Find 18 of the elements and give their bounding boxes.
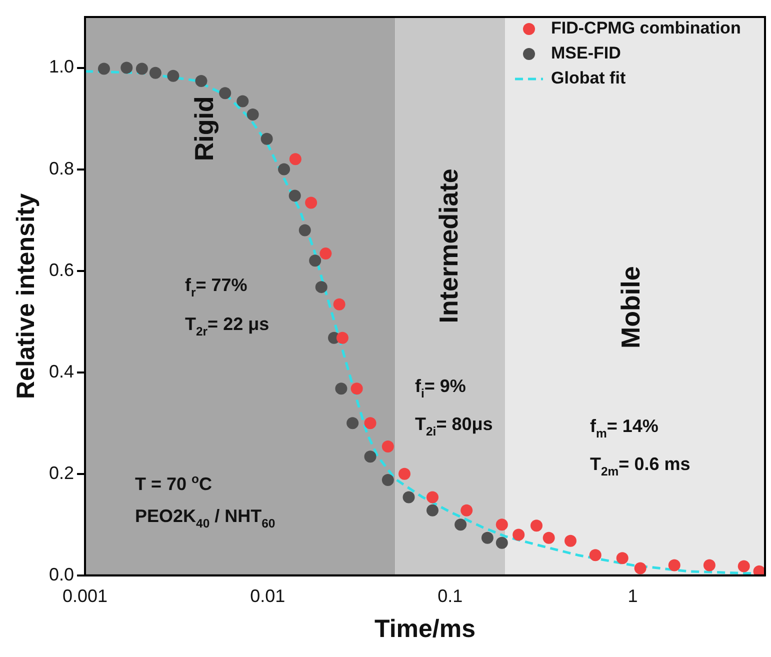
legend-label: Globat fit	[551, 68, 626, 88]
y-tick-label: 0.8	[48, 158, 74, 178]
x-tick-label: 0.001	[62, 586, 108, 606]
y-tick-label: 0.2	[48, 462, 74, 483]
band-label: Intermediate	[433, 168, 464, 324]
y-tick-label: 0.4	[48, 361, 74, 382]
legend-label: FID-CPMG combination	[551, 18, 741, 38]
legend-label: MSE-FID	[551, 44, 621, 63]
y-tick-label: 1.0	[48, 56, 74, 77]
y-tick-label: 0.0	[48, 564, 74, 584]
y-tick-label: 0.6	[48, 260, 74, 280]
band-label: Mobile	[616, 266, 646, 349]
x-axis-title: Time/ms	[374, 614, 476, 643]
x-tick-label: 0.01	[250, 586, 286, 606]
x-tick-label: 0.1	[438, 586, 463, 606]
x-tick-label: 1	[628, 586, 638, 606]
band-label: Rigid	[189, 96, 220, 162]
y-axis-title: Relative intensity	[12, 193, 40, 400]
